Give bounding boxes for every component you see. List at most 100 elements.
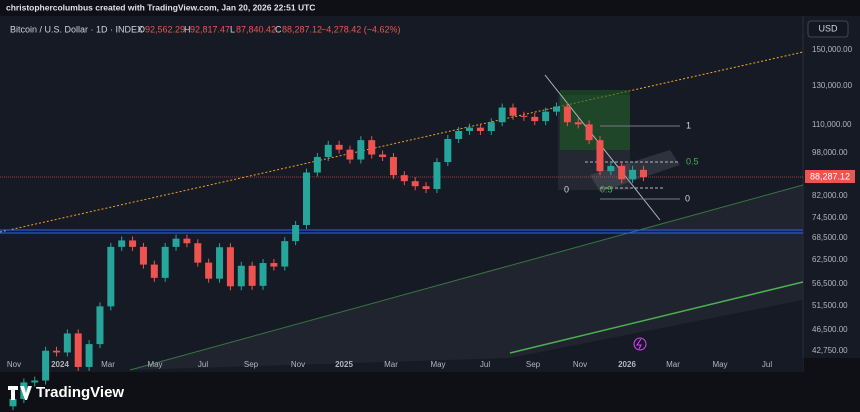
candle xyxy=(216,247,224,279)
legend-symbol: Bitcoin / U.S. Dollar · 1D · INDEX xyxy=(10,24,143,34)
fib-label: 0 xyxy=(685,193,690,203)
candle xyxy=(520,115,528,117)
price-tick-label: 56,500.00 xyxy=(812,279,848,288)
candle xyxy=(139,246,147,265)
price-tick-label: 82,000.00 xyxy=(812,191,848,200)
candle xyxy=(531,116,539,122)
candle xyxy=(444,138,452,163)
candle xyxy=(118,240,126,247)
trend-line-lower xyxy=(129,184,804,371)
price-tick-label: 98,000.00 xyxy=(812,148,848,157)
time-tick-label: May xyxy=(430,360,445,369)
candle xyxy=(629,169,637,180)
candle xyxy=(596,140,604,172)
target-box xyxy=(560,90,630,150)
time-tick-label: 2026 xyxy=(618,360,636,369)
time-tick-label: Nov xyxy=(573,360,587,369)
price-tick-label: 68,500.00 xyxy=(812,233,848,242)
logo-mark xyxy=(8,386,32,400)
candle xyxy=(96,306,104,345)
candle xyxy=(42,350,50,381)
price-axis-pane xyxy=(803,16,860,358)
candle xyxy=(150,264,158,278)
candle xyxy=(74,333,82,367)
candle xyxy=(574,122,582,125)
candle xyxy=(313,157,321,173)
fib-label: 0.5 xyxy=(600,184,613,194)
candle xyxy=(563,106,571,123)
candle xyxy=(292,225,300,242)
footer-brand: TradingView xyxy=(36,384,124,401)
time-tick-label: Nov xyxy=(291,360,305,369)
time-tick-label: Sep xyxy=(526,360,541,369)
footer-logo: TradingView xyxy=(8,384,124,401)
candle xyxy=(248,265,256,286)
fib-label: 1 xyxy=(686,120,691,130)
candle xyxy=(389,157,397,176)
legend-close-label: C xyxy=(275,24,282,34)
candle xyxy=(357,140,365,160)
time-tick-label: Jul xyxy=(198,360,208,369)
candle xyxy=(161,246,169,278)
candle xyxy=(31,380,39,383)
time-tick-label: Mar xyxy=(666,360,680,369)
event-icon[interactable] xyxy=(633,337,647,351)
candle xyxy=(237,265,245,287)
currency-button[interactable] xyxy=(807,20,849,38)
time-tick-label: Jul xyxy=(480,360,490,369)
candle xyxy=(85,344,93,367)
time-tick-label: Nov xyxy=(7,360,21,369)
candle xyxy=(281,241,289,267)
price-tick-label: 74,500.00 xyxy=(812,213,848,222)
candle xyxy=(466,127,474,132)
candle xyxy=(172,238,180,247)
price-axis: 150,000.00 130,000.00 110,000.00 98,000.00 8… xyxy=(812,45,853,355)
time-tick-label: 2025 xyxy=(335,360,353,369)
candle xyxy=(183,238,191,244)
legend-change: −4,278.42 (−4.62%) xyxy=(321,24,401,34)
price-tick-label: 46,500.00 xyxy=(812,325,848,334)
candle xyxy=(259,263,267,286)
candle xyxy=(270,263,278,267)
candle xyxy=(335,144,343,150)
candle xyxy=(52,350,60,353)
legend-low: 87,840.42 xyxy=(236,24,276,34)
candle xyxy=(498,107,506,123)
candle xyxy=(455,131,463,139)
candle xyxy=(324,144,332,158)
legend: Bitcoin / U.S. Dollar · 1D · INDEX O 92,… xyxy=(10,24,401,34)
candle xyxy=(400,175,408,182)
candle xyxy=(422,186,430,190)
candle xyxy=(509,107,517,116)
candle xyxy=(226,247,234,287)
time-tick-label: Mar xyxy=(384,360,398,369)
event-icon-bolt xyxy=(636,338,642,350)
candle xyxy=(607,165,615,172)
time-tick-label: Mar xyxy=(101,360,115,369)
candle xyxy=(553,106,560,112)
candle xyxy=(368,140,376,155)
candle xyxy=(205,262,213,279)
price-tick-label: 51,500.00 xyxy=(812,301,848,310)
fib-label: 0 xyxy=(564,184,569,194)
current-price: 88,287.12 xyxy=(810,171,850,181)
price-tick-label: 42,750.00 xyxy=(812,346,848,355)
trend-line-green xyxy=(509,281,804,354)
candle xyxy=(476,127,484,132)
candle xyxy=(9,398,17,407)
header-text: christophercolumbus created with Trading… xyxy=(6,2,315,12)
candle xyxy=(194,243,202,263)
time-tick-label: Jul xyxy=(762,360,772,369)
legend-high: 92,817.47 xyxy=(190,24,230,34)
legend-close: 88,287.12 xyxy=(282,24,322,34)
time-tick-label: 2024 xyxy=(51,360,69,369)
legend-high-label: H xyxy=(184,24,191,34)
candle xyxy=(487,122,495,132)
candle xyxy=(379,154,387,158)
time-tick-label: May xyxy=(712,360,727,369)
price-tick-label: 110,000.00 xyxy=(812,120,852,129)
currency-label[interactable]: USD xyxy=(818,23,838,33)
candles xyxy=(9,102,647,411)
time-tick-label: May xyxy=(147,360,162,369)
